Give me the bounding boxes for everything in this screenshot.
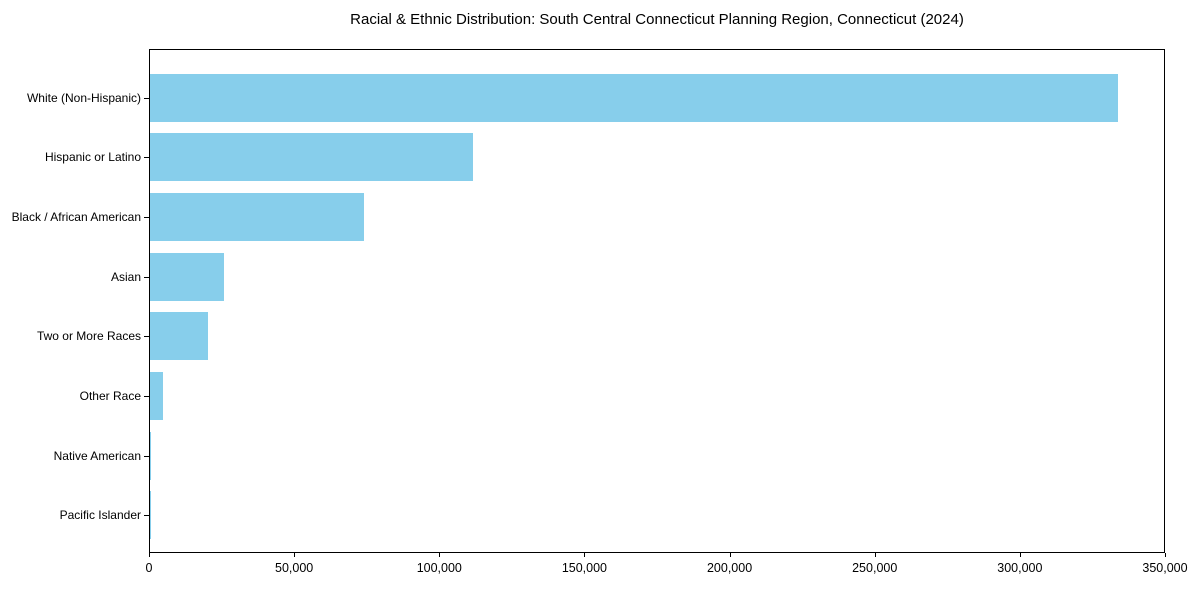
bar bbox=[150, 73, 1119, 122]
x-tick-mark bbox=[294, 553, 296, 557]
y-axis-label: Other Race bbox=[79, 389, 141, 403]
plot-area bbox=[149, 49, 1165, 553]
y-axis-label: White (Non-Hispanic) bbox=[26, 90, 141, 105]
y-tick-mark bbox=[144, 396, 149, 397]
x-tick-mark bbox=[439, 553, 441, 557]
x-tick-mark bbox=[584, 553, 586, 557]
bar bbox=[150, 372, 163, 420]
bar bbox=[150, 252, 225, 301]
x-tick-label: 200,000 bbox=[706, 561, 753, 575]
y-axis-label: Native American bbox=[53, 448, 141, 463]
y-tick-mark bbox=[144, 157, 149, 159]
x-tick-mark bbox=[874, 553, 876, 557]
y-axis-label: Two or More Races bbox=[36, 329, 141, 344]
x-tick-mark bbox=[1165, 553, 1166, 557]
y-tick-mark bbox=[144, 515, 149, 517]
y-axis-label: Asian bbox=[110, 269, 141, 284]
x-tick-label: 350,000 bbox=[1142, 561, 1188, 575]
y-tick-mark bbox=[144, 455, 149, 457]
bar bbox=[150, 192, 365, 241]
x-tick-mark bbox=[1019, 553, 1021, 557]
bar bbox=[150, 133, 474, 182]
x-tick-label: 0 bbox=[145, 561, 153, 575]
y-axis-label: Hispanic or Latino bbox=[44, 150, 141, 165]
x-tick-mark bbox=[729, 553, 731, 557]
x-tick-label: 100,000 bbox=[416, 561, 462, 575]
x-tick-label: 250,000 bbox=[852, 561, 898, 575]
x-tick-label: 50,000 bbox=[275, 561, 314, 575]
y-axis-label: Black / African American bbox=[11, 209, 141, 224]
x-tick-mark bbox=[149, 553, 150, 557]
y-tick-mark bbox=[144, 276, 149, 278]
y-tick-mark bbox=[144, 216, 149, 218]
x-tick-label: 150,000 bbox=[561, 561, 608, 575]
y-axis-label: Pacific Islander bbox=[59, 508, 141, 523]
y-tick-mark bbox=[144, 336, 149, 338]
bar bbox=[150, 312, 209, 361]
bar bbox=[150, 431, 152, 480]
y-tick-mark bbox=[144, 97, 149, 99]
x-tick-label: 300,000 bbox=[997, 561, 1043, 575]
chart-title: Racial & Ethnic Distribution: South Cent… bbox=[350, 11, 964, 28]
